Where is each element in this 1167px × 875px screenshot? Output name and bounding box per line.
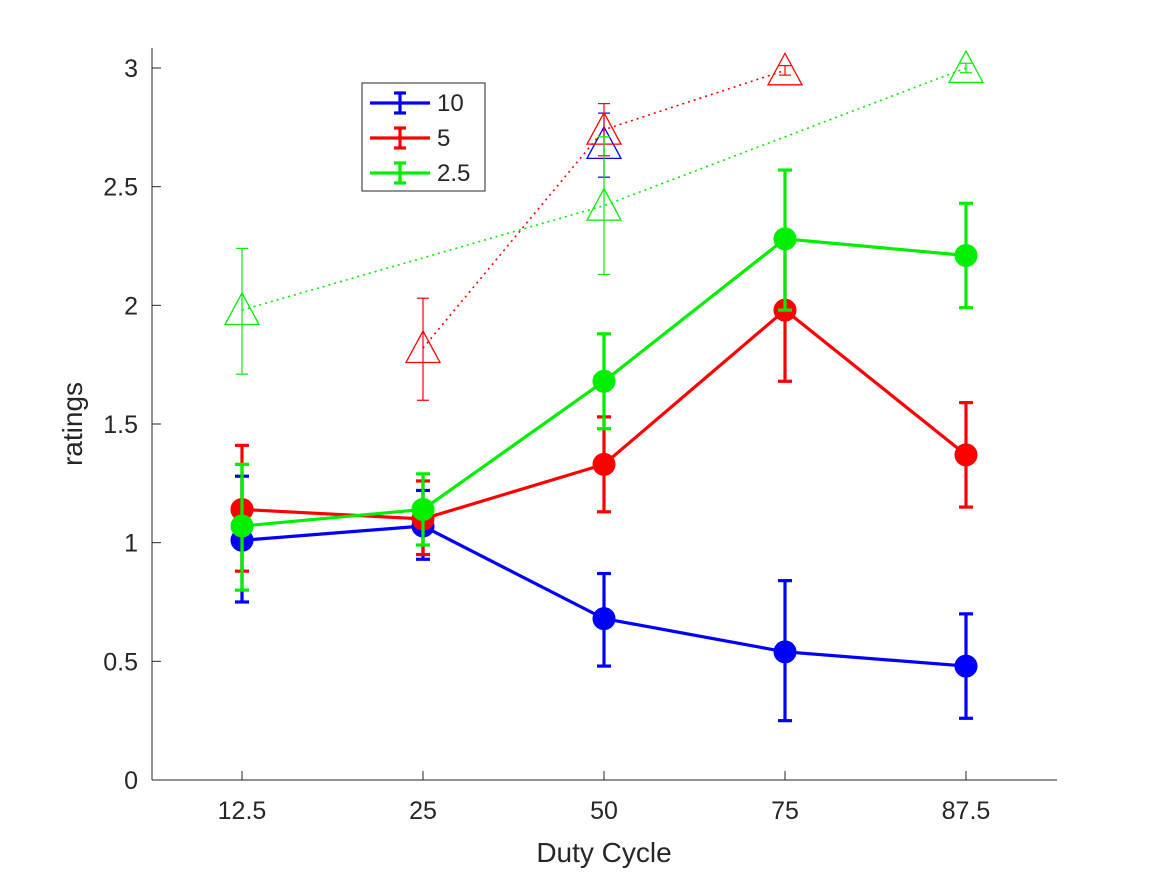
legend-label: 5 (437, 125, 450, 152)
x-tick-label: 12.5 (218, 797, 267, 825)
y-tick-label: 1.5 (103, 411, 138, 439)
reference-triangle-marker (404, 329, 442, 364)
legend: 10 5 2.5 (361, 82, 486, 192)
y-tick-label: 0 (124, 767, 138, 795)
series-point-marker (230, 514, 254, 538)
x-tick-label: 75 (771, 797, 799, 825)
y-tick-label: 2.5 (103, 174, 138, 202)
series-point-marker (954, 243, 978, 267)
y-tick-label: 1 (124, 530, 138, 558)
x-tick-label: 87.5 (942, 797, 991, 825)
series-point-marker (411, 497, 435, 521)
y-tick-label: 0.5 (103, 648, 138, 676)
series-point-marker (954, 654, 978, 678)
x-tick-label: 50 (590, 797, 618, 825)
reference-series-layer (223, 49, 985, 401)
reference-triangle-marker (223, 291, 261, 326)
y-tick-label: 3 (124, 55, 138, 83)
legend-label: 2.5 (437, 160, 470, 187)
y-tick-label: 2 (124, 292, 138, 320)
series-point-marker (592, 607, 616, 631)
series-point-marker (592, 452, 616, 476)
series-point-marker (954, 443, 978, 467)
series-point-marker (592, 369, 616, 393)
legend-label: 10 (437, 90, 464, 117)
series-point-marker (773, 640, 797, 664)
reference-triangle-marker (947, 49, 985, 84)
y-axis-label: ratings (57, 382, 88, 466)
x-axis-label: Duty Cycle (536, 837, 671, 868)
reference-triangle-marker (585, 187, 623, 221)
x-tick-label: 25 (409, 797, 437, 825)
ticks: 0 0.5 1 1.5 2 2.5 3 12.5 25 50 75 87.5 (103, 55, 990, 825)
reference-triangle-marker (766, 52, 804, 86)
series-point-marker (773, 227, 797, 251)
series-layer (230, 168, 978, 723)
